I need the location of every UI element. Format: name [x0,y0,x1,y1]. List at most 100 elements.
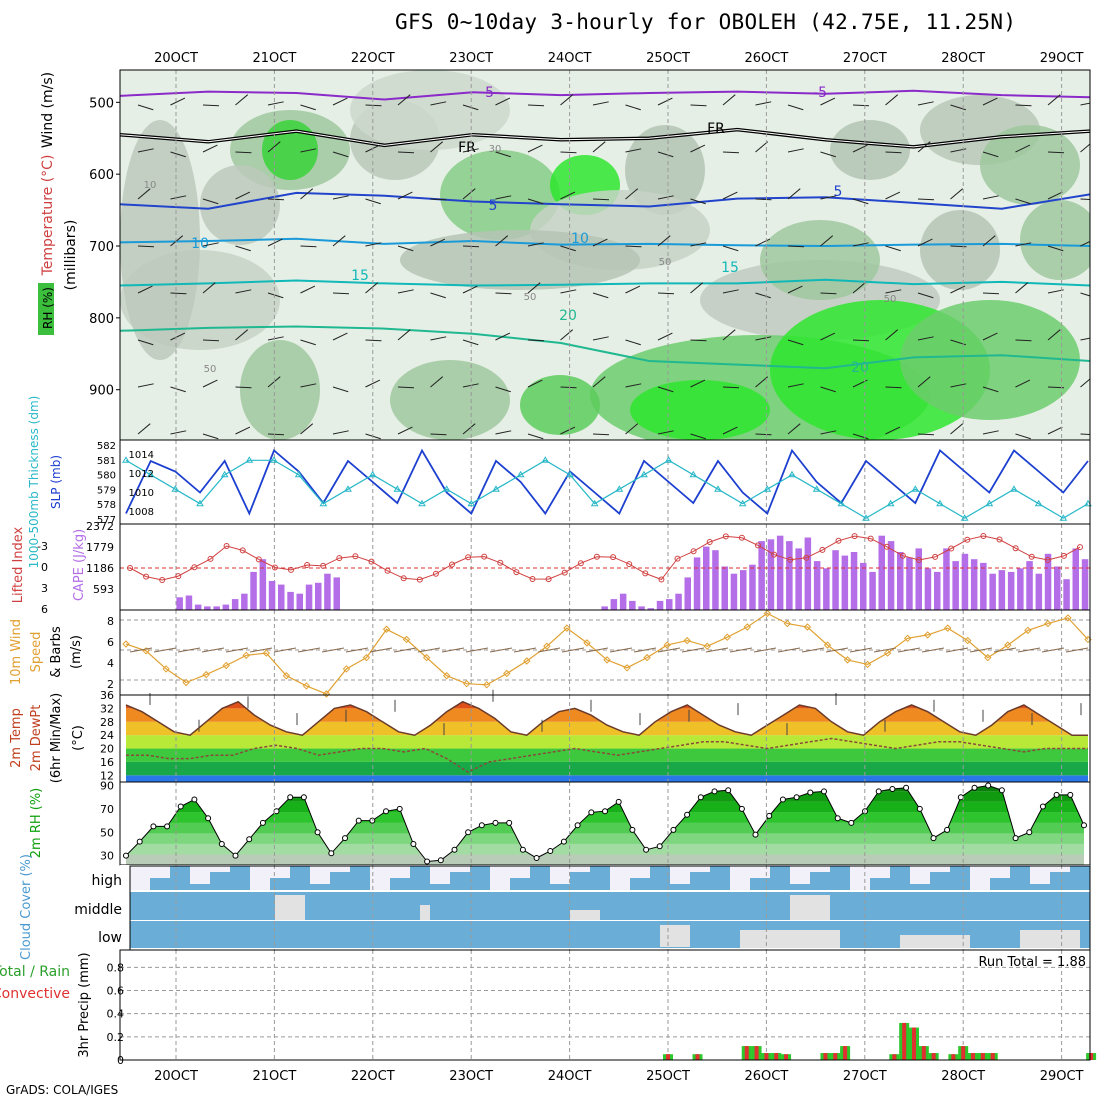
cloud-gap [740,930,840,948]
wind-barb [397,329,411,341]
cloud-high-bar [470,866,490,890]
wind-barb [722,191,738,200]
cape-bar [619,593,627,610]
wind-barb [1080,433,1090,435]
wind-barb [170,386,186,393]
date-label-top: 21OCT [253,51,297,66]
thickness-marker [812,485,821,492]
cape-bar [970,559,978,610]
li-marker [755,542,761,549]
wind-barb [690,433,706,440]
wind-barb [592,336,609,341]
rh-marker [383,808,389,815]
wind-barb [170,235,184,247]
wind-barb [625,285,641,294]
wind-barb [657,195,674,200]
cape-bar [647,608,655,610]
wind-barb [495,195,512,200]
wind-barb [1047,191,1063,200]
li-marker [674,555,681,562]
wind-barb [592,376,606,388]
cloud-high-bar [570,872,590,890]
wind-barb [365,282,379,294]
wind-barb [852,242,869,247]
wind-barb [235,191,251,200]
ylabel-dewpt: 2m DewPt [29,705,44,772]
rh-blob [760,220,880,300]
wind-barb-10m [177,647,201,653]
wind-barb [722,94,736,106]
wind-barb [982,386,999,393]
li-marker [239,547,246,554]
li-marker [384,567,391,574]
wind-barb [332,386,349,393]
wind-barb-10m [777,647,801,653]
li-marker [948,545,955,552]
wind-barb [917,101,934,106]
date-label-bottom: 29OCT [1040,1069,1084,1084]
precip-bar-convective [931,1053,936,1060]
wind-barb [365,198,381,205]
wind-barb [560,245,576,252]
wind-barb [527,144,543,153]
rh-marker [779,796,786,803]
li-marker [658,576,665,583]
pressure-tick: 900 [89,384,114,399]
wind-barb [885,245,901,252]
rh-marker [889,786,896,792]
li-marker [626,561,633,568]
wind-barb [397,245,414,252]
cape-bar [703,546,710,610]
rh-marker [506,819,513,826]
wind-barb [137,188,151,200]
rh-marker [451,846,458,853]
temp-tick: 24 [100,729,114,742]
precip-tick: 0.6 [107,985,125,998]
cape-bar [952,561,959,610]
ylabel-lifted-index: Lifted Index [11,526,26,603]
slp-tick: 1014 [129,450,154,461]
contour-label: 5 [489,198,498,214]
precip-bar-convective [666,1054,670,1060]
wind-barb [560,151,577,154]
wind-barb-10m [801,647,825,653]
thickness-marker [344,485,352,492]
wind-barb [462,188,476,200]
wind-barb [885,329,899,341]
temp-bands [126,701,1088,782]
rh-marker [930,835,937,842]
temp-tick: 12 [100,769,114,782]
isotherm-15 [120,278,1090,287]
rh-marker [191,796,198,803]
cape-bar [268,581,276,610]
rh-marker [821,788,827,795]
wind-barb-10m [297,647,321,653]
wind-barb [430,198,447,201]
wind-marker [442,672,451,680]
wind-barb [235,386,252,389]
cape-bar [740,570,747,610]
wind-barb [202,282,216,294]
temp-band [126,761,1088,776]
wind-barb [267,198,285,201]
contour-label: 5 [834,184,843,200]
wind-barb [170,195,187,200]
wind-barb [170,430,187,435]
rh-marker [492,819,499,826]
cloud-high-bar [950,866,970,890]
thickness-marker [911,485,920,492]
ylabel-wind-unit: (m/s) [69,635,84,669]
wind-barb [332,195,349,200]
wind-barb [690,379,706,388]
rh-marker [615,798,622,805]
wind-barb [690,104,707,107]
wind-tick: 4 [107,657,114,670]
rh-marker [643,846,650,853]
cape-tick: 2372 [86,520,114,533]
wind-barb [950,423,964,435]
wind-barb [787,423,801,435]
cloud-high-bar [390,878,410,890]
wind-barb [1015,104,1032,107]
li-marker [980,533,987,539]
wind-barb-10m [1041,647,1065,653]
